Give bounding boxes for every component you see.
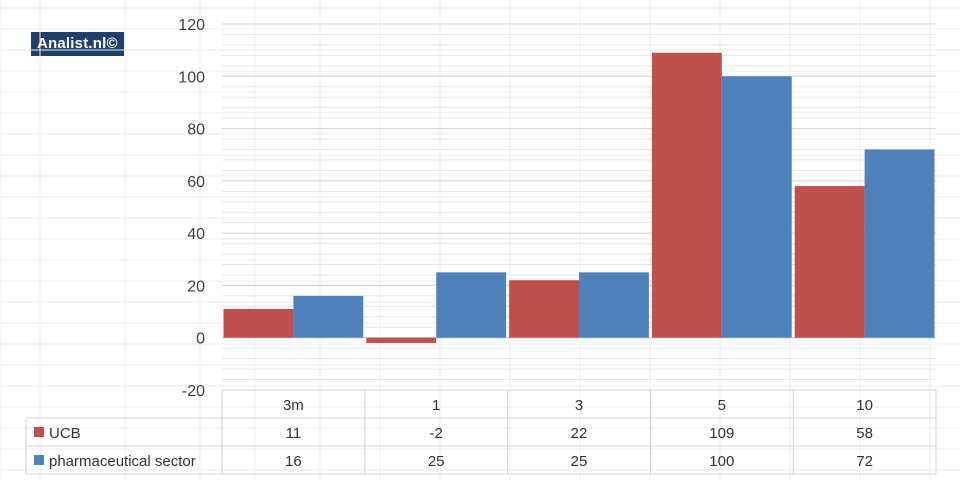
data-value-label: 11 — [286, 425, 302, 442]
y-tick-label: 80 — [187, 122, 205, 139]
legend-series-name: UCB — [49, 425, 81, 442]
watermark-badge: Analist.nl© — [31, 32, 124, 56]
y-tick-label: 40 — [187, 226, 205, 243]
y-tick-label: 60 — [187, 174, 205, 191]
data-value-label: 25 — [428, 453, 445, 470]
bar-pharma-0 — [293, 295, 364, 338]
data-value-label: 58 — [856, 425, 873, 442]
y-tick-label: 0 — [196, 331, 205, 348]
legend-key — [34, 427, 44, 437]
legend-key — [34, 455, 44, 465]
y-tick-label: 120 — [178, 17, 205, 34]
bar-ucb-3 — [651, 52, 722, 338]
y-tick-label: 100 — [178, 69, 205, 86]
legend-series-name: pharmaceutical sector — [49, 453, 196, 470]
bar-pharma-2 — [579, 272, 649, 338]
data-value-label: 22 — [571, 425, 588, 442]
x-category-label: 5 — [718, 397, 726, 414]
bar-ucb-1 — [366, 337, 437, 343]
bar-ucb-2 — [509, 280, 579, 338]
bar-pharma-1 — [436, 272, 507, 338]
data-value-label: -2 — [430, 425, 443, 442]
data-value-label: 100 — [709, 453, 734, 470]
data-value-label: 109 — [709, 425, 734, 442]
x-category-label: 3m — [283, 397, 304, 414]
bar-ucb-4 — [794, 186, 865, 338]
data-value-label: 72 — [856, 453, 873, 470]
bar-pharma-3 — [721, 76, 792, 338]
x-category-label: 1 — [432, 397, 440, 414]
y-tick-label: 20 — [187, 278, 205, 295]
bar-ucb-0 — [223, 308, 294, 338]
data-value-label: 25 — [571, 453, 588, 470]
bar-pharma-4 — [864, 149, 935, 338]
y-tick-label: -20 — [182, 383, 205, 400]
x-category-label: 10 — [856, 397, 873, 414]
data-value-label: 16 — [285, 453, 302, 470]
x-category-label: 3 — [575, 397, 583, 414]
